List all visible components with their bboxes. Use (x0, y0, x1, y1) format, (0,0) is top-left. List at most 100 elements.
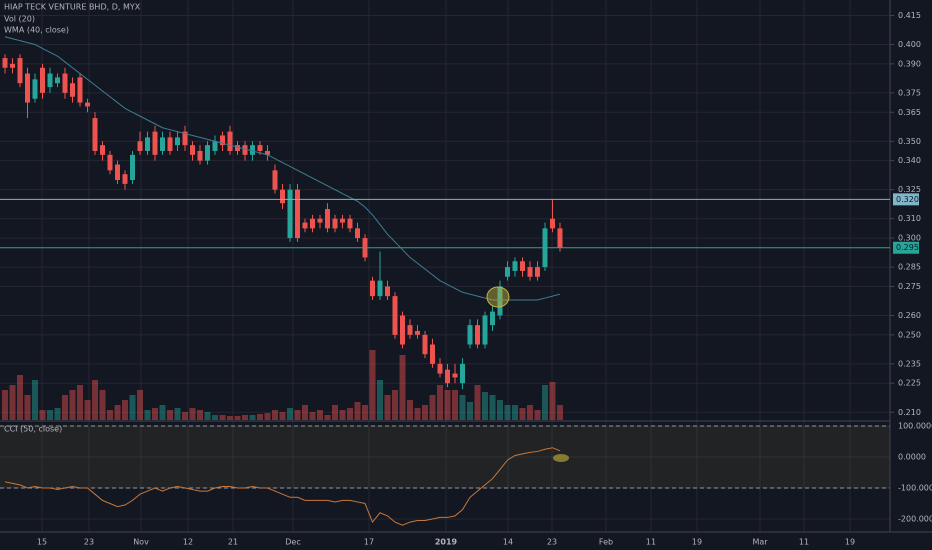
candle-body (325, 209, 330, 229)
candle-body (437, 363, 443, 374)
volume-bar (234, 416, 241, 420)
volume-bar (347, 408, 353, 420)
candle-body (167, 137, 173, 151)
price-label-box (893, 193, 919, 206)
candle-body (415, 330, 420, 335)
volume-bar (399, 355, 406, 420)
candle-body (310, 218, 315, 229)
indicator-label: CCI (50, close) (4, 425, 62, 434)
candle-body (257, 145, 263, 151)
x-tick-label: Nov (133, 538, 149, 547)
cci-line (4, 447, 561, 526)
volume-bar (384, 395, 391, 420)
x-tick-label: Dec (285, 538, 300, 547)
volume-bar (69, 390, 76, 420)
volume-bar (189, 408, 196, 420)
volume-bar (257, 414, 263, 420)
highlight (553, 454, 569, 462)
x-tick-label: 14 (503, 538, 513, 547)
volume-bar (459, 395, 466, 420)
volume-bar (39, 410, 46, 420)
candle-body (47, 73, 53, 88)
volume-bar (519, 408, 526, 420)
grid (0, 0, 890, 532)
marks (2, 36, 563, 526)
chart-title: HIAP TECK VENTURE BHD, D, MYX (4, 3, 141, 12)
volume-bar (107, 410, 113, 420)
candle-body (77, 77, 83, 103)
volume-bar (167, 410, 173, 420)
volume-bar (474, 385, 481, 420)
volume-bar (47, 410, 53, 420)
y-tick-label: 0.285 (898, 263, 921, 272)
candle-body (505, 267, 510, 277)
volume-bar (317, 410, 323, 420)
volume-bar (497, 400, 503, 420)
volume-bar (92, 380, 98, 420)
candle-body (152, 131, 158, 155)
volume-bar (32, 380, 38, 420)
y-tick-label: 0.310 (898, 214, 921, 223)
candle-body (460, 363, 465, 384)
x-tick-label: 21 (228, 538, 238, 547)
y-tick-label: 0.415 (898, 11, 921, 20)
candle-body (265, 150, 270, 155)
candle-body (445, 369, 450, 384)
volume-bar (272, 410, 278, 420)
y-tick-label: 0.400 (898, 40, 921, 49)
volume-bar (354, 402, 361, 420)
candle-body (242, 145, 248, 155)
y-tick-label: -200.0000 (898, 514, 932, 523)
candle-body (250, 145, 255, 155)
volume-bar (264, 413, 271, 420)
candle-body (220, 135, 225, 146)
volume-bar (444, 390, 451, 420)
candle-body (535, 267, 540, 277)
y-tick-label: 0.250 (898, 330, 921, 339)
candle-body (287, 189, 293, 239)
x-tick-label: 23 (547, 538, 557, 547)
volume-bar (9, 385, 16, 420)
candle-body (85, 102, 90, 107)
candle-body (55, 77, 60, 84)
y-tick-label: 0.340 (898, 156, 921, 165)
volume-bar (392, 390, 398, 420)
volume-bar (279, 412, 286, 420)
candle-body (130, 154, 135, 180)
volume-bar (422, 405, 428, 420)
volume-bar (414, 408, 421, 420)
candle-body (430, 344, 435, 364)
candle-body (10, 63, 15, 68)
volume-bar (242, 415, 248, 420)
volume-bar (527, 405, 533, 420)
candle-body (392, 296, 398, 335)
candle-body (160, 137, 165, 151)
volume-bar (144, 410, 151, 420)
volume-bar (369, 350, 376, 420)
y-tick-label: 0.0000 (898, 453, 926, 462)
x-tick-label: 2019 (435, 538, 458, 547)
volume-bar (99, 390, 106, 420)
volume-bar (504, 405, 511, 420)
y-tick-label: 0.375 (898, 88, 921, 97)
candle-body (520, 261, 525, 271)
candle-body (355, 228, 360, 239)
indicator-label: WMA (40, close) (4, 26, 69, 35)
volume-bar (17, 375, 23, 420)
candle-body (385, 286, 390, 297)
volume-bar (377, 380, 383, 420)
y-tick-label: 0.390 (898, 59, 921, 68)
candle-body (137, 141, 143, 151)
y-tick-label: 0.260 (898, 311, 921, 320)
price-label: 0.295 (896, 243, 919, 252)
volume-bar (152, 408, 158, 420)
y-tick-label: 0.365 (898, 108, 921, 117)
volume-bar (197, 410, 203, 420)
volume-bar (467, 402, 473, 420)
volume-bar (534, 410, 541, 420)
volume-bar (437, 385, 443, 420)
candle-body (205, 145, 210, 161)
volume-bar (204, 412, 211, 420)
x-tick-label: Mar (752, 538, 768, 547)
